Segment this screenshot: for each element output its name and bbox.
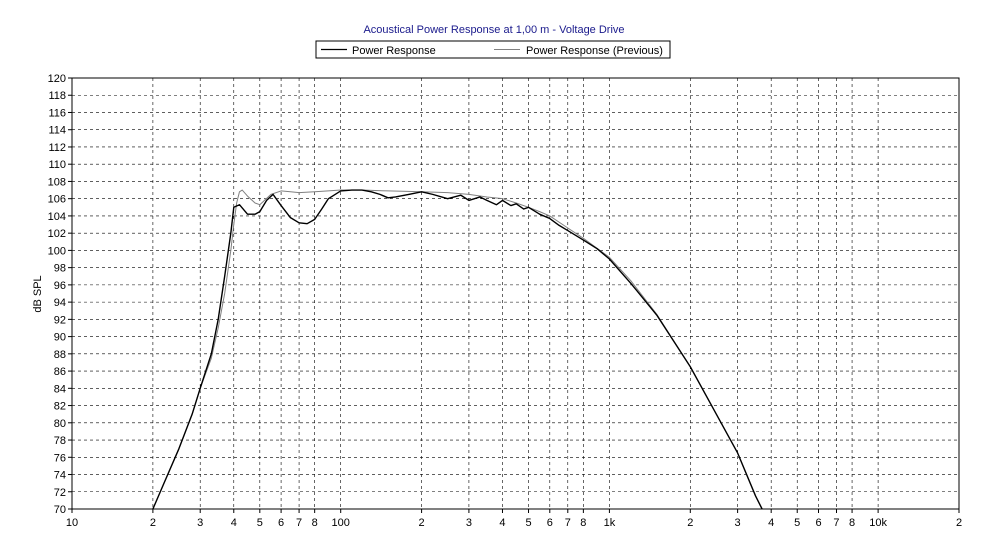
y-axis-ticks: 70 72 74 76 78 80 82 84 86 88 90 92 94 96 98 100 102 104 1… xyxy=(48,73,72,516)
y-tick-label: 76 xyxy=(54,452,66,464)
x-tick-label: 6 xyxy=(278,517,284,529)
x-tick-label: 100 xyxy=(332,517,350,529)
y-axis-label: dB SPL xyxy=(32,275,44,312)
legend-label-power-response: Power Response xyxy=(352,45,436,57)
x-tick-label: 8 xyxy=(849,517,855,529)
x-tick-label: 6 xyxy=(547,517,553,529)
series-layer xyxy=(152,189,763,510)
y-tick-label: 78 xyxy=(54,435,66,447)
x-axis-ticks: 10 2 3 4 5 6 7 8 100 2 3 4 5 6 7 8 1k 2 3 4 5 6 7 8 10k 2 xyxy=(66,509,962,529)
grid xyxy=(72,78,959,509)
legend-label-power-response-previous: Power Response (Previous) xyxy=(526,45,663,57)
x-tick-label: 2 xyxy=(687,517,693,529)
x-tick-label: 5 xyxy=(257,517,263,529)
y-tick-label: 70 xyxy=(54,504,66,516)
y-tick-label: 80 xyxy=(54,418,66,430)
x-tick-label: 10 xyxy=(66,517,78,529)
y-tick-label: 106 xyxy=(48,194,66,206)
y-tick-label: 100 xyxy=(48,245,66,257)
x-tick-label: 4 xyxy=(231,517,237,529)
y-tick-label: 118 xyxy=(48,90,66,102)
y-tick-label: 90 xyxy=(54,332,66,344)
y-tick-label: 110 xyxy=(48,159,66,171)
y-tick-label: 116 xyxy=(48,107,66,119)
x-tick-label: 10k xyxy=(869,517,887,529)
x-tick-label: 4 xyxy=(768,517,774,529)
x-tick-label: 8 xyxy=(580,517,586,529)
x-tick-label: 5 xyxy=(794,517,800,529)
x-tick-label: 3 xyxy=(735,517,741,529)
y-tick-label: 86 xyxy=(54,366,66,378)
y-tick-label: 84 xyxy=(54,383,66,395)
x-tick-label: 3 xyxy=(466,517,472,529)
y-tick-label: 92 xyxy=(54,314,66,326)
x-tick-label: 8 xyxy=(312,517,318,529)
y-tick-label: 108 xyxy=(48,176,66,188)
x-tick-label: 3 xyxy=(197,517,203,529)
series-line-power-response-previous xyxy=(152,189,763,510)
x-tick-label: 6 xyxy=(815,517,821,529)
legend-box xyxy=(315,40,671,59)
y-tick-label: 96 xyxy=(54,280,66,292)
x-tick-label: 7 xyxy=(833,517,839,529)
x-tick-label: 7 xyxy=(296,517,302,529)
y-tick-label: 98 xyxy=(54,263,66,275)
x-tick-label: 2 xyxy=(150,517,156,529)
y-tick-label: 74 xyxy=(54,470,66,482)
chart-title: Acoustical Power Response at 1,00 m - Vo… xyxy=(363,24,624,36)
x-tick-label: 2 xyxy=(419,517,425,529)
series-line-power-response xyxy=(152,189,763,510)
y-tick-label: 94 xyxy=(54,297,66,309)
x-tick-label: 2 xyxy=(956,517,962,529)
x-tick-label: 1k xyxy=(604,517,616,529)
plot-frame xyxy=(71,77,960,510)
x-tick-label: 4 xyxy=(499,517,505,529)
y-tick-label: 88 xyxy=(54,349,66,361)
y-tick-label: 114 xyxy=(48,125,66,137)
y-tick-label: 72 xyxy=(54,487,66,499)
y-tick-label: 112 xyxy=(48,142,66,154)
legend: Power Response Power Response (Previous) xyxy=(315,40,671,59)
y-tick-label: 82 xyxy=(54,401,66,413)
y-tick-label: 120 xyxy=(48,73,66,85)
x-tick-label: 7 xyxy=(565,517,571,529)
x-tick-label: 5 xyxy=(525,517,531,529)
y-tick-label: 102 xyxy=(48,228,66,240)
y-tick-label: 104 xyxy=(48,211,66,223)
